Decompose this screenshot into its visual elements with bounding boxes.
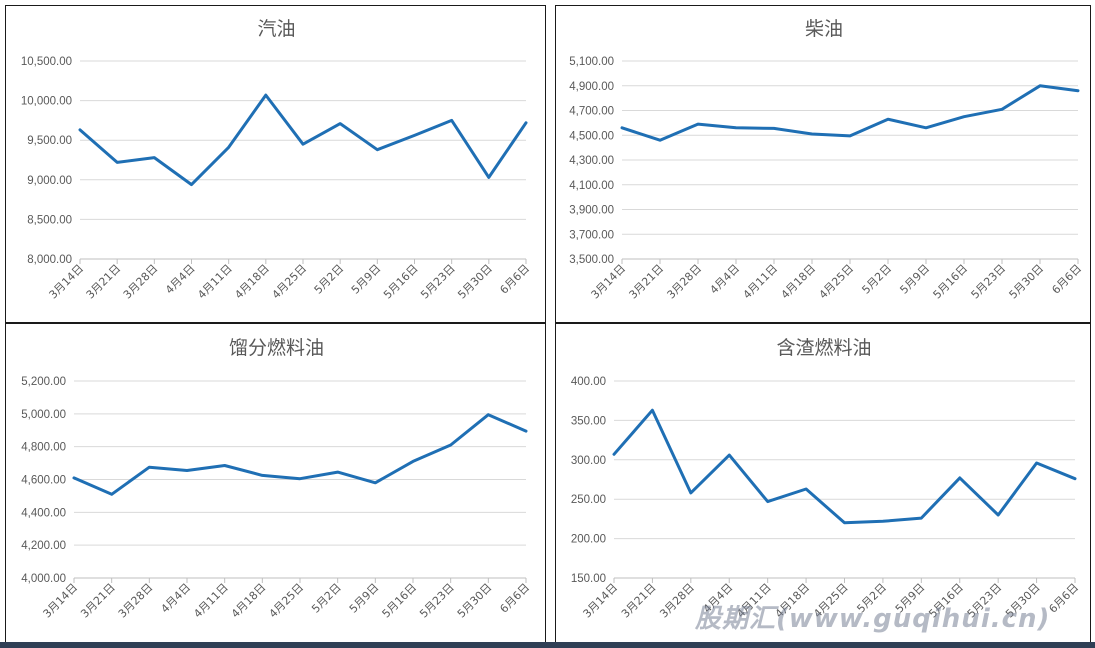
x-tick-label: 4月4日: [158, 581, 193, 616]
chart-panel-distillate-fuel-oil: 馏分燃料油 4,000.00 4,200.00 4,400.00 4,600.00 4,8…: [5, 323, 546, 643]
x-tick-label: 6月6日: [1049, 262, 1084, 297]
x-tick-label: 3月28日: [665, 262, 705, 302]
x-tick-label: 3月21日: [84, 262, 124, 302]
x-tick-label: 6月6日: [497, 581, 532, 616]
y-tick-label: 4,600.00: [21, 475, 66, 487]
x-tick-label: 4月4日: [707, 262, 742, 297]
y-tick-label: 3,700.00: [569, 229, 614, 241]
y-tick-label: 4,200.00: [21, 540, 66, 552]
chart-panel-gasoline: 汽油 8,000.00 8,500.00 9,000.00 9,500.00 10,000…: [5, 5, 546, 323]
chart-svg: 柴油 3,500.00 3,700.00 3,900.00 4,100.00 4,300.…: [569, 18, 1084, 302]
x-tick-label: 5月16日: [380, 581, 420, 621]
y-tick-label: 10,000.00: [21, 96, 72, 108]
x-tick-label: 5月16日: [381, 262, 421, 302]
y-tick-label: 4,000.00: [21, 573, 66, 585]
watermark: 股期汇(www.guqihui.cn): [695, 604, 1051, 634]
y-tick-label: 5,000.00: [21, 409, 66, 421]
x-tick-label: 6月6日: [1046, 581, 1081, 616]
y-tick-label: 9,500.00: [27, 135, 72, 147]
x-tick-label: 5月23日: [969, 262, 1009, 302]
x-tick-label: 5月9日: [349, 262, 384, 297]
y-tick-label: 4,800.00: [21, 442, 66, 454]
x-tick-label: 5月23日: [417, 581, 457, 621]
chart-panel-residual-fuel-oil: 含渣燃料油 150.00 200.00 250.00 300.00 350.00 400.0…: [555, 323, 1091, 643]
x-tick-label: 3月21日: [78, 581, 118, 621]
x-tick-label: 4月18日: [779, 262, 819, 302]
x-tick-label: 4月25日: [817, 262, 857, 302]
x-tick-label: 4月25日: [270, 262, 310, 302]
y-tick-label: 3,500.00: [569, 254, 614, 266]
x-tick-label: 4月11日: [741, 262, 781, 302]
y-tick-label: 350.00: [571, 415, 606, 427]
x-tick-label: 3月21日: [619, 581, 659, 621]
series-line: [78, 93, 528, 187]
series-line: [620, 84, 1080, 142]
y-tick-label: 4,700.00: [569, 106, 614, 118]
x-tick-label: 5月30日: [455, 262, 495, 302]
x-tick-label: 4月11日: [195, 262, 235, 302]
chart-svg: 汽油 8,000.00 8,500.00 9,000.00 9,500.00 10,000…: [21, 18, 532, 302]
y-tick-label: 250.00: [571, 494, 606, 506]
y-tick-label: 8,500.00: [27, 214, 72, 226]
x-tick-label: 4月18日: [229, 581, 269, 621]
chart-title: 柴油: [805, 18, 843, 40]
y-tick-label: 300.00: [571, 455, 606, 467]
chart-title: 馏分燃料油: [229, 337, 324, 359]
chart-title: 含渣燃料油: [776, 337, 871, 359]
y-tick-label: 4,300.00: [569, 155, 614, 167]
x-tick-label: 3月21日: [627, 262, 667, 302]
y-tick-label: 8,000.00: [27, 254, 72, 266]
y-tick-label: 400.00: [571, 376, 606, 388]
y-tick-label: 9,000.00: [27, 175, 72, 187]
y-tick-label: 10,500.00: [21, 56, 72, 68]
x-tick-label: 6月6日: [497, 262, 532, 297]
y-tick-label: 4,900.00: [569, 81, 614, 93]
x-tick-label: 3月14日: [41, 581, 81, 621]
x-tick-label: 5月30日: [1007, 262, 1047, 302]
x-tick-label: 4月11日: [191, 581, 231, 621]
y-tick-label: 200.00: [571, 534, 606, 546]
chart-svg: 馏分燃料油 4,000.00 4,200.00 4,400.00 4,600.00 4,8…: [21, 337, 532, 621]
x-tick-label: 5月2日: [309, 581, 344, 616]
x-tick-label: 5月9日: [897, 262, 932, 297]
y-tick-label: 5,200.00: [21, 376, 66, 388]
y-tick-label: 4,400.00: [21, 507, 66, 519]
chart-svg: 含渣燃料油 150.00 200.00 250.00 300.00 350.00 400.0…: [571, 337, 1081, 621]
y-tick-label: 5,100.00: [569, 56, 614, 68]
x-tick-label: 3月28日: [121, 262, 161, 302]
y-tick-label: 3,900.00: [569, 205, 614, 217]
y-tick-label: 4,100.00: [569, 180, 614, 192]
series-line: [612, 408, 1077, 525]
chart-panel-diesel: 柴油 3,500.00 3,700.00 3,900.00 4,100.00 4,300.…: [555, 5, 1091, 323]
chart-title: 汽油: [257, 18, 295, 40]
y-tick-label: 150.00: [571, 573, 606, 585]
x-tick-label: 4月18日: [232, 262, 272, 302]
x-tick-label: 3月28日: [657, 581, 697, 621]
x-tick-label: 3月14日: [589, 262, 629, 302]
x-tick-label: 5月9日: [347, 581, 382, 616]
x-tick-label: 3月14日: [47, 262, 87, 302]
bottom-bar: [0, 642, 1095, 648]
x-tick-label: 3月14日: [581, 581, 621, 621]
x-tick-label: 3月28日: [116, 581, 156, 621]
series-line: [72, 413, 528, 496]
x-tick-label: 4月25日: [267, 581, 307, 621]
x-tick-label: 5月16日: [931, 262, 971, 302]
x-tick-label: 4月4日: [163, 262, 198, 297]
x-tick-label: 5月30日: [455, 581, 495, 621]
x-tick-label: 5月2日: [312, 262, 347, 297]
x-tick-label: 5月23日: [418, 262, 458, 302]
y-tick-label: 4,500.00: [569, 130, 614, 142]
x-tick-label: 5月2日: [859, 262, 894, 297]
